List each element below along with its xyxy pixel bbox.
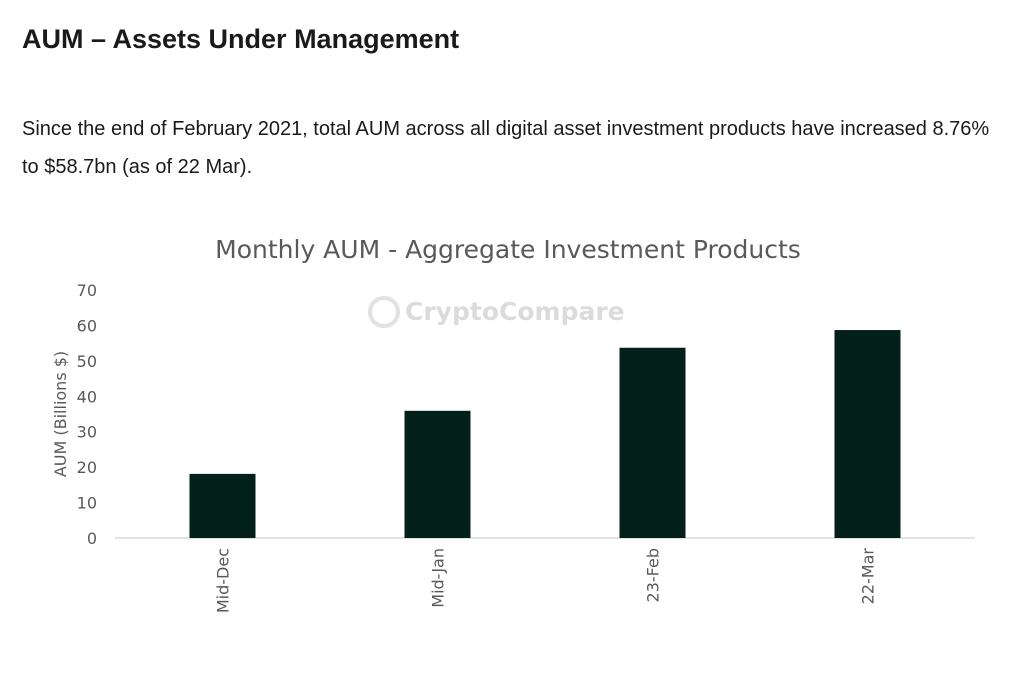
- y-tick-label: 60: [77, 316, 97, 335]
- x-tick-label: 23-Feb: [644, 548, 663, 602]
- bar-mid-dec: [189, 473, 256, 538]
- x-tick-label: 22-Mar: [859, 548, 878, 605]
- description-paragraph: Since the end of February 2021, total AU…: [22, 118, 990, 178]
- x-tick-label: Mid-Dec: [214, 548, 233, 613]
- y-tick-label: 10: [77, 494, 97, 513]
- bar-22-mar: [834, 330, 901, 538]
- y-tick-label: 50: [77, 352, 97, 371]
- y-tick-label: 30: [77, 423, 97, 442]
- watermark-text: CryptoCompare: [405, 297, 625, 326]
- y-tick-label: 0: [87, 529, 97, 548]
- x-tick-label: Mid-Jan: [429, 548, 448, 608]
- aum-bar-chart: Monthly AUM - Aggregate Investment Produ…: [51, 235, 975, 613]
- watermark-logo: CryptoCompare: [368, 296, 625, 328]
- chart-title: Monthly AUM - Aggregate Investment Produ…: [215, 235, 801, 264]
- bar-mid-jan: [404, 410, 471, 538]
- y-tick-label: 20: [77, 458, 97, 477]
- cryptocompare-logo-icon: [368, 296, 400, 328]
- y-tick-label: 70: [77, 281, 97, 300]
- bar-23-feb: [619, 347, 686, 538]
- y-tick-label: 40: [77, 387, 97, 406]
- y-axis-label: AUM (Billions $): [51, 351, 70, 477]
- page-title: AUM – Assets Under Management: [22, 24, 460, 54]
